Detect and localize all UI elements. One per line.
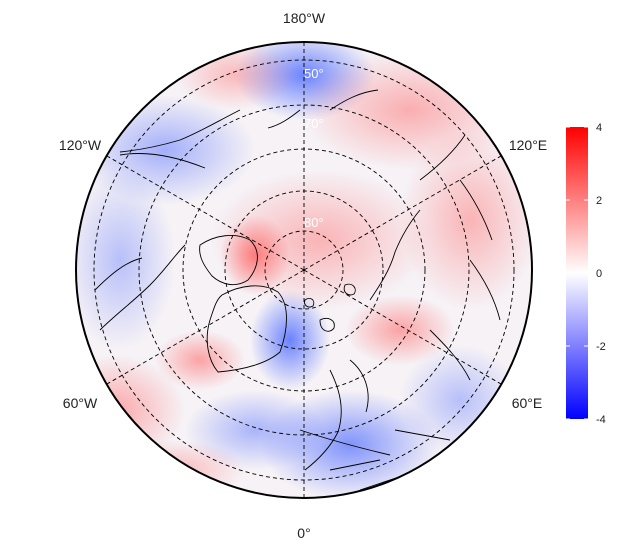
map-border <box>75 41 533 499</box>
anomaly-field <box>76 42 532 498</box>
colorbar-tick-label: 2 <box>596 195 602 207</box>
lon-label-upper-left: 120°W <box>59 137 102 153</box>
colorbar-tick-label: -4 <box>596 414 606 426</box>
graticule <box>93 42 515 498</box>
meridian-60w <box>106 269 305 385</box>
canadian-arctic-coast <box>199 234 258 286</box>
lon-label-lower-right: 60°E <box>512 395 543 411</box>
lat-label-50: 50° <box>304 66 324 81</box>
colorbar-gradient <box>566 127 588 419</box>
lat-label-70: 70° <box>304 116 324 131</box>
meridian-120e <box>303 155 502 271</box>
meridian-60e <box>303 269 502 385</box>
europe-borders <box>299 429 451 491</box>
meridian-120w <box>106 155 305 271</box>
arctic-islands <box>304 283 356 332</box>
north-america-coast <box>94 153 206 331</box>
colorbar-tick-label: 4 <box>596 122 602 134</box>
colorbar-ticks <box>566 126 588 420</box>
lon-label-lower-left: 60°W <box>63 395 98 411</box>
colorbar: 4 2 0 -2 -4 <box>566 122 606 426</box>
lon-label-bottom: 0° <box>297 525 310 541</box>
lon-label-upper-right: 120°E <box>509 137 547 153</box>
greenland-coast <box>206 285 287 373</box>
lon-label-top: 180°W <box>283 10 326 26</box>
lat-label-80: 80° <box>304 215 324 230</box>
alaska-coast <box>119 109 241 153</box>
siberia-coast <box>369 134 466 301</box>
colorbar-tick-label: 0 <box>596 268 602 280</box>
colorbar-tick-label: -2 <box>596 341 606 353</box>
russia-interior-rivers <box>429 179 501 381</box>
